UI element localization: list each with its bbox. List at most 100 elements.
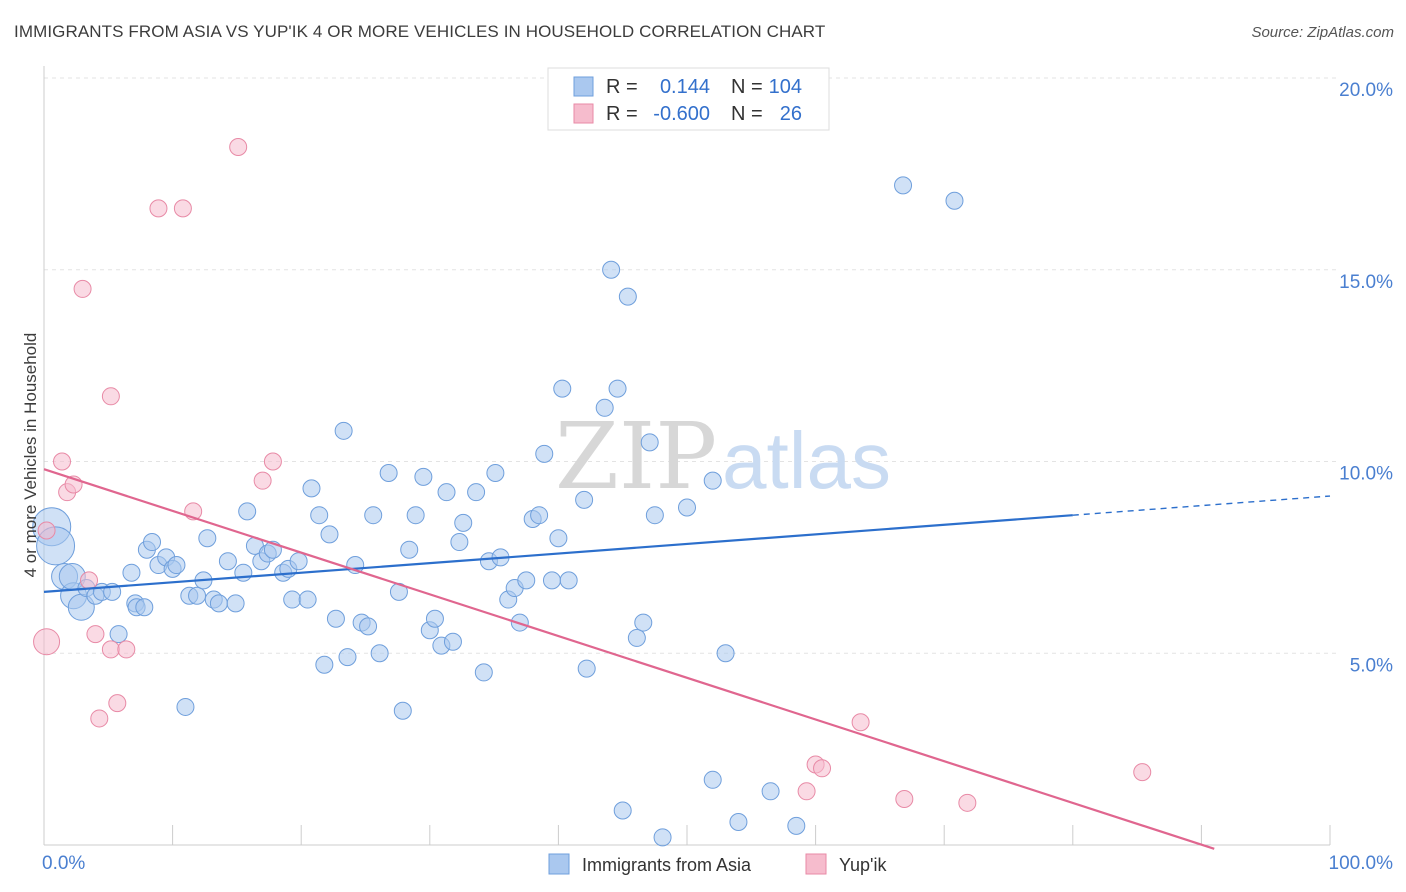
asia-point bbox=[645, 506, 664, 525]
asia-point bbox=[577, 659, 596, 678]
bottom-legend-label-asia: Immigrants from Asia bbox=[582, 855, 752, 875]
yupik-point bbox=[73, 279, 92, 298]
asia-point bbox=[474, 663, 493, 682]
asia-point bbox=[198, 529, 217, 548]
yupik-point bbox=[101, 387, 120, 406]
asia-point bbox=[618, 287, 637, 306]
asia-point bbox=[945, 191, 964, 210]
grid-lines bbox=[44, 77, 1340, 654]
asia-point bbox=[517, 571, 536, 590]
legend-n-label: N = bbox=[731, 76, 763, 98]
y-tick-label: 20.0% bbox=[1339, 80, 1393, 101]
source-label: Source: ZipAtlas.com bbox=[1251, 24, 1394, 41]
asia-point bbox=[289, 552, 308, 571]
bottom-legend-swatch-yupik bbox=[805, 853, 827, 875]
yupik-point bbox=[173, 199, 192, 218]
asia-point bbox=[894, 176, 913, 195]
asia-point bbox=[678, 498, 696, 517]
yupik-trend-line bbox=[43, 468, 1215, 850]
asia-point bbox=[414, 467, 433, 486]
asia-point bbox=[443, 632, 462, 651]
data-points bbox=[32, 138, 1152, 847]
asia-point bbox=[315, 655, 334, 674]
x-tick-label: 0.0% bbox=[42, 853, 85, 874]
asia-point bbox=[238, 502, 257, 521]
asia-point bbox=[122, 563, 141, 582]
asia-point bbox=[379, 464, 398, 483]
asia-point bbox=[559, 571, 578, 590]
yupik-point bbox=[101, 640, 120, 659]
asia-point bbox=[703, 471, 722, 490]
asia-point bbox=[549, 529, 568, 548]
yupik-point bbox=[37, 521, 56, 540]
correlation-legend: R = 0.144 N = 104 R = -0.600 N = 26 bbox=[547, 67, 830, 131]
y-tick-label: 15.0% bbox=[1339, 272, 1393, 293]
legend-r-label: R = bbox=[606, 76, 638, 98]
asia-point bbox=[406, 506, 425, 525]
yupik-point bbox=[149, 199, 168, 218]
asia-point bbox=[298, 590, 317, 609]
asia-point bbox=[310, 506, 329, 525]
watermark-atlas: atlas bbox=[722, 416, 891, 505]
asia-point bbox=[634, 613, 653, 632]
asia-point bbox=[530, 506, 549, 525]
yupik-point bbox=[90, 709, 109, 728]
yupik-point bbox=[895, 789, 914, 808]
asia-point bbox=[535, 444, 554, 463]
legend-n-label: N = bbox=[731, 103, 763, 125]
yupik-point bbox=[263, 452, 282, 471]
asia-point bbox=[167, 556, 186, 575]
asia-point bbox=[613, 801, 632, 820]
y-tick-label: 5.0% bbox=[1350, 655, 1393, 676]
asia-point bbox=[595, 398, 614, 417]
yupik-point bbox=[851, 713, 870, 732]
asia-point bbox=[425, 609, 444, 628]
asia-point bbox=[400, 540, 419, 559]
yupik-point bbox=[797, 782, 816, 801]
axes bbox=[43, 66, 1331, 846]
asia-point bbox=[716, 644, 735, 663]
trend-lines bbox=[43, 468, 1331, 850]
asia-point bbox=[729, 812, 748, 831]
yupik-point bbox=[117, 640, 136, 659]
asia-point bbox=[143, 533, 162, 552]
asia-point bbox=[135, 598, 154, 617]
asia-point bbox=[176, 697, 195, 716]
asia-point bbox=[226, 594, 245, 613]
legend-swatch-asia bbox=[573, 76, 594, 97]
yupik-point bbox=[1133, 763, 1152, 782]
asia-trend-line bbox=[43, 514, 1073, 593]
asia-point bbox=[283, 590, 302, 609]
yupik-point bbox=[229, 138, 248, 157]
asia-point bbox=[109, 625, 128, 644]
asia-point bbox=[450, 533, 469, 552]
asia-point bbox=[234, 563, 253, 582]
yupik-point bbox=[253, 471, 272, 490]
legend-swatch-yupik bbox=[573, 103, 594, 124]
asia-point bbox=[209, 594, 228, 613]
asia-point bbox=[602, 260, 621, 279]
bottom-legend-label-yupik: Yup'ik bbox=[839, 855, 887, 875]
asia-point bbox=[338, 648, 357, 667]
asia-point bbox=[326, 609, 345, 628]
yupik-point bbox=[86, 625, 105, 644]
asia-point bbox=[486, 464, 505, 483]
legend-n-value: 104 bbox=[769, 76, 802, 98]
legend-r-label: R = bbox=[606, 103, 638, 125]
asia-point bbox=[320, 525, 339, 544]
asia-point bbox=[627, 628, 646, 647]
yupik-point bbox=[80, 571, 99, 590]
asia-point bbox=[437, 483, 456, 502]
asia-point bbox=[188, 586, 207, 605]
asia-point bbox=[364, 506, 383, 525]
legend-r-value: -0.600 bbox=[653, 103, 710, 125]
asia-point bbox=[608, 379, 627, 398]
y-tick-labels: 5.0% 10.0% 15.0% 20.0% bbox=[1339, 80, 1393, 676]
asia-point bbox=[393, 701, 412, 720]
x-tick-labels: 0.0% 100.0% bbox=[42, 853, 1393, 874]
asia-point bbox=[761, 782, 780, 801]
yupik-point bbox=[108, 694, 127, 713]
chart-title: IMMIGRANTS FROM ASIA VS YUP'IK 4 OR MORE… bbox=[14, 22, 826, 41]
yupik-point bbox=[958, 793, 977, 812]
